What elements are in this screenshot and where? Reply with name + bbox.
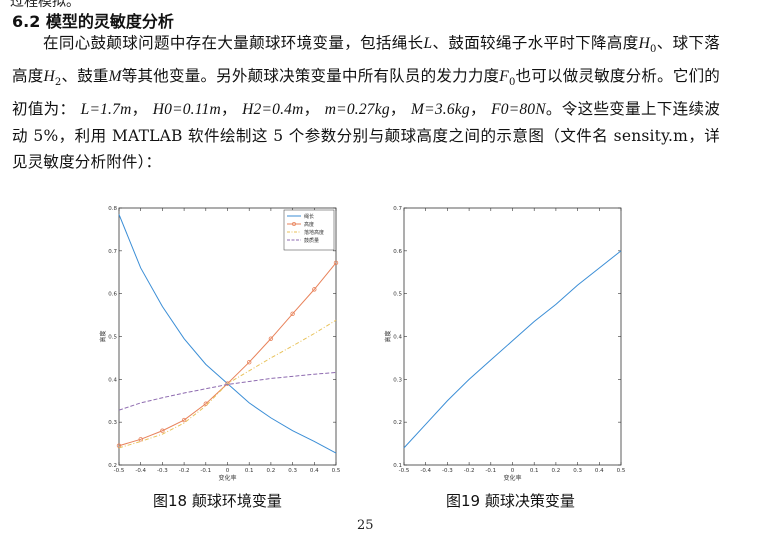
section-number: 6.2 [12, 12, 41, 31]
x-tick-label: 0.3 [573, 468, 582, 474]
legend-label: 绳长 [304, 213, 314, 220]
symbol-L: L [423, 35, 433, 52]
x-tick-label: -0.5 [114, 468, 125, 474]
x-tick-label: -0.3 [442, 468, 453, 474]
x-tick-label: 0 [226, 468, 230, 474]
text-segment: 令这些变量上下连续波动 5%，利用 MATLAB 软件绘制这 5 个参数分别与颠… [12, 100, 721, 172]
series-marker [246, 359, 252, 365]
x-tick-label: 0.4 [310, 468, 319, 474]
y-axis-label: 高度 [99, 330, 107, 342]
series-marker [225, 381, 230, 386]
x-tick-label: 0.5 [617, 468, 626, 474]
legend-box [283, 209, 335, 251]
body-paragraph: 在同心鼓颠球问题中存在大量颠球环境变量，包括绳长L、鼓面较绳子水平时下降高度H0… [12, 34, 721, 172]
x-tick-label: -0.1 [485, 468, 496, 474]
y-tick-label: 0.5 [393, 292, 402, 298]
subscript: 0 [508, 77, 516, 89]
x-tick-label: -0.2 [179, 468, 190, 474]
x-axis-label: 变化率 [218, 474, 236, 482]
series-line [118, 319, 337, 449]
series-marker [268, 336, 274, 341]
y-tick-label: 0.7 [108, 249, 117, 255]
x-tick-label: 0.1 [245, 468, 254, 474]
value-m: m=0.27kg [324, 101, 390, 119]
symbol-H0: H [638, 35, 650, 52]
x-tick-label: -0.3 [157, 468, 168, 474]
plot-frame [403, 207, 622, 466]
x-tick-label: 0 [511, 468, 515, 474]
x-tick-label: 0.3 [288, 468, 297, 474]
symbol-M: M [108, 68, 122, 86]
figure-19-caption: 图19 颠球决策变量 [446, 492, 575, 510]
text-segment: 在同心鼓颠球问题中存在大量颠球环境变量，包括绳长 [43, 34, 424, 52]
text-segment: 、球下落高度 [12, 34, 720, 86]
value-H2: H2=0.4m [242, 101, 304, 119]
series-marker [333, 260, 339, 266]
x-tick-label: 0.2 [552, 468, 561, 474]
y-tick-label: 0.6 [393, 249, 402, 255]
figures-svg: -0.5 -0.4 -0.3 -0.2 -0.1 0 0.1 0.2 0.3 0.4 0.5 0.2 0… [99, 206, 626, 482]
symbol-H2: H [43, 68, 55, 86]
series-line [403, 250, 622, 449]
value-F0: F0=80N [491, 101, 546, 119]
text-segment: 、鼓重 [61, 67, 109, 86]
figure-18-caption: 图18 颠球环境变量 [153, 492, 282, 510]
value-H0: H0=0.11m [152, 101, 221, 119]
y-axis-label: 高度 [384, 330, 392, 342]
x-tick-label: -0.4 [420, 468, 431, 474]
x-tick-label: -0.4 [135, 468, 146, 474]
y-tick-label: 0.3 [393, 377, 402, 383]
y-tick-label: 0.1 [393, 463, 402, 469]
chart-environment-variables: -0.5 -0.4 -0.3 -0.2 -0.1 0 0.1 0.2 0.3 0.4 0.5 0.2 0… [99, 206, 341, 482]
y-tick-label: 0.5 [108, 335, 117, 341]
page-number: 25 [357, 518, 374, 533]
legend-label: 鼓质量 [304, 237, 319, 244]
figure-area: -0.5 -0.4 -0.3 -0.2 -0.1 0 0.1 0.2 0.3 0.4 0.5 0.2 0… [0, 198, 762, 498]
value-M: M=3.6kg [411, 101, 470, 119]
series-marker [312, 287, 317, 292]
text-segment: 也可以做灵敏度分析。它们的初值为： [12, 67, 720, 119]
x-tick-label: 0.2 [267, 468, 276, 474]
y-tick-label: 0.2 [108, 463, 117, 469]
legend-label: 落地高度 [304, 229, 324, 236]
x-tick-label: -0.2 [464, 468, 475, 474]
section-heading: 6.2 模型的灵敏度分析 [12, 8, 174, 32]
x-tick-label: 0.1 [530, 468, 539, 474]
x-tick-label: 0.4 [595, 468, 604, 474]
plot-frame [118, 207, 337, 466]
series-marker [290, 311, 295, 316]
previous-line-fragment: 过程模拟。 [10, 0, 80, 10]
chart-decision-variables: -0.5 -0.4 -0.3 -0.2 -0.1 0 0.1 0.2 0.3 0.4 0.5 0.1 0… [384, 206, 626, 482]
section-title: 模型的灵敏度分析 [45, 12, 174, 31]
subscript: 0 [650, 44, 657, 56]
text-segment: 、鼓面较绳子水平时下降高度 [432, 34, 639, 52]
value-L: L=1.7m [80, 101, 132, 119]
series-marker [138, 437, 143, 442]
y-tick-label: 0.4 [108, 377, 117, 383]
y-tick-label: 0.7 [393, 206, 402, 212]
y-tick-label: 0.6 [108, 292, 117, 298]
legend-label: 高度 [304, 221, 314, 228]
x-axis-label: 变化率 [503, 474, 521, 482]
symbol-F0: F [499, 68, 509, 86]
x-tick-label: -0.1 [200, 468, 211, 474]
series-marker [181, 417, 187, 423]
y-tick-label: 0.4 [393, 335, 402, 341]
x-tick-label: -0.5 [399, 468, 410, 474]
y-tick-label: 0.3 [108, 420, 117, 426]
series-marker [160, 428, 165, 433]
text-segment: 等其他变量。另外颠球决策变量中所有队员的发力力度 [121, 67, 500, 86]
x-tick-label: 0.5 [332, 468, 341, 474]
y-tick-label: 0.8 [108, 206, 117, 212]
y-tick-label: 0.2 [393, 420, 402, 426]
subscript: 2 [54, 77, 62, 89]
series-line [118, 371, 337, 411]
legend-marker [292, 222, 296, 226]
